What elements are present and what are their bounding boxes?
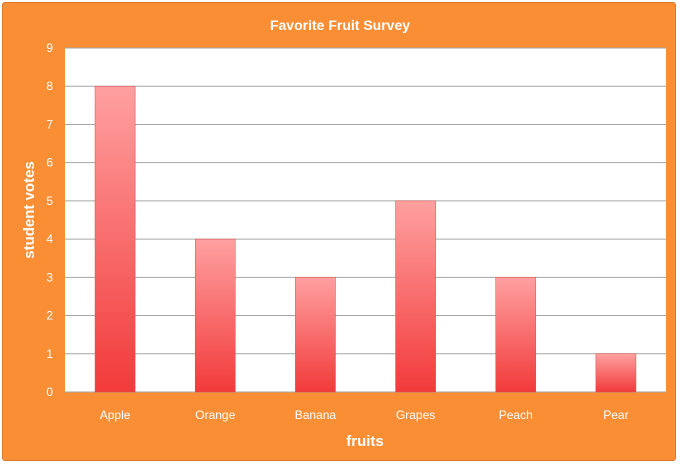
y-tick-label: 7 bbox=[46, 117, 53, 131]
bar-grapes bbox=[395, 200, 436, 393]
y-tick-label: 5 bbox=[46, 194, 53, 208]
y-tick-label: 6 bbox=[46, 156, 53, 170]
y-tick-label: 0 bbox=[46, 385, 53, 399]
y-tick-label: 8 bbox=[46, 79, 53, 93]
bars bbox=[94, 85, 637, 393]
x-tick-label: Apple bbox=[100, 408, 131, 422]
bar-pear bbox=[595, 353, 637, 393]
y-axis-title: student votes bbox=[21, 161, 38, 259]
y-tick-label: 9 bbox=[46, 41, 53, 55]
x-tick-label: Banana bbox=[295, 408, 337, 422]
x-axis-title: fruits bbox=[346, 433, 384, 450]
x-tick-label: Pear bbox=[603, 408, 628, 422]
bar-peach bbox=[495, 277, 537, 393]
gridlines bbox=[65, 47, 666, 393]
chart-title: Favorite Fruit Survey bbox=[270, 17, 410, 33]
plot-area bbox=[65, 48, 666, 392]
x-tick-label: Peach bbox=[499, 408, 533, 422]
y-tick-label: 1 bbox=[46, 347, 53, 361]
x-tick-label: Grapes bbox=[396, 408, 435, 422]
x-axis-ticks: Apple Orange Banana Grapes Peach Pear bbox=[100, 408, 629, 422]
x-tick-label: Orange bbox=[195, 408, 235, 422]
y-tick-label: 4 bbox=[46, 232, 53, 246]
bar-apple bbox=[94, 85, 136, 393]
bar-banana bbox=[295, 277, 336, 393]
y-tick-label: 3 bbox=[46, 270, 53, 284]
bar-orange bbox=[194, 238, 236, 393]
y-axis-ticks: 0 1 2 3 4 5 6 7 8 9 bbox=[46, 41, 53, 399]
y-tick-label: 2 bbox=[46, 309, 53, 323]
